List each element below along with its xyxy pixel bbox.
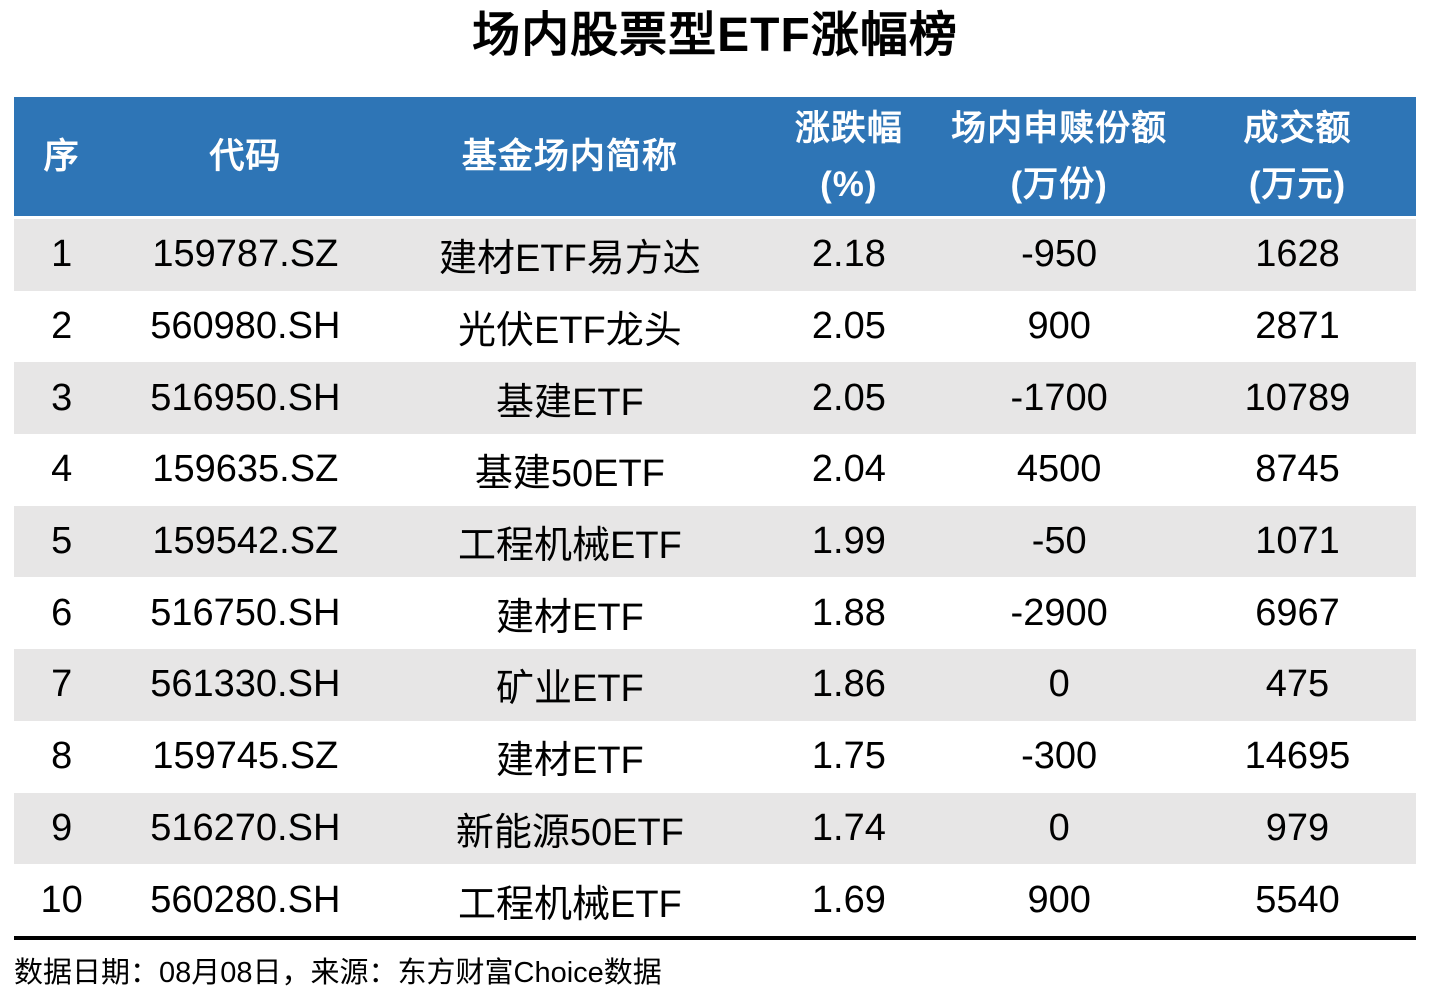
cell-seq: 8 xyxy=(51,735,73,778)
cell-name: 光伏ETF龙头 xyxy=(457,310,682,353)
header-unit-label: (万元) xyxy=(1248,164,1347,204)
cell-turnover: 1071 xyxy=(1255,520,1340,563)
cell-change: 2.05 xyxy=(811,305,886,348)
cell-change: 1.99 xyxy=(811,520,886,563)
cell-seq: 2 xyxy=(51,305,73,348)
cell-code: 560980.SH xyxy=(150,305,341,348)
cell-turnover: 2871 xyxy=(1255,305,1340,348)
header-cell-change: 涨跌幅 (%) xyxy=(758,97,939,216)
cell-seq: 9 xyxy=(51,806,73,849)
cell-turnover: 10789 xyxy=(1244,376,1351,419)
header-unit-label: (万份) xyxy=(1010,164,1108,204)
cell-seq: 1 xyxy=(51,233,73,276)
cell-code: 516750.SH xyxy=(150,591,341,634)
cell-flow: 0 xyxy=(1048,663,1070,706)
header-cell-code: 代码 xyxy=(109,97,381,216)
cell-code: 159787.SZ xyxy=(152,233,339,276)
cell-change: 2.05 xyxy=(811,376,886,419)
header-label: 序 xyxy=(43,136,80,176)
cell-code: 516270.SH xyxy=(150,806,341,849)
header-label: 代码 xyxy=(209,136,282,176)
table-row: 8 159745.SZ 建材ETF 1.75 -300 14695 xyxy=(14,720,1416,793)
table-row: 1 159787.SZ 建材ETF易方达 2.18 -950 1628 xyxy=(14,219,1416,291)
cell-turnover: 1628 xyxy=(1255,233,1340,276)
header-cell-seq: 序 xyxy=(14,97,109,216)
cell-name: 新能源50ETF xyxy=(455,811,684,854)
cell-turnover: 979 xyxy=(1265,806,1330,849)
cell-change: 1.86 xyxy=(811,663,886,706)
cell-code: 159745.SZ xyxy=(152,735,339,778)
cell-turnover: 5540 xyxy=(1255,878,1340,921)
header-cell-turnover: 成交额 (万元) xyxy=(1179,97,1416,216)
table-row: 3 516950.SH 基建ETF 2.05 -1700 10789 xyxy=(14,362,1416,435)
table-row: 7 561330.SH 矿业ETF 1.86 0 475 xyxy=(14,649,1416,721)
cell-seq: 4 xyxy=(51,448,73,491)
cell-flow: 900 xyxy=(1027,305,1091,348)
header-unit-label: (%) xyxy=(820,164,878,204)
cell-name: 建材ETF xyxy=(495,596,644,639)
header-label: 基金场内简称 xyxy=(461,136,678,176)
cell-name: 基建ETF xyxy=(495,381,644,424)
cell-seq: 10 xyxy=(40,878,83,921)
cell-seq: 3 xyxy=(51,376,73,419)
cell-flow: -950 xyxy=(1021,233,1098,276)
data-source-note: 数据日期：08月08日，来源：东方财富Choice数据 xyxy=(14,956,662,989)
cell-name: 矿业ETF xyxy=(495,668,644,711)
table-row: 5 159542.SZ 工程机械ETF 1.99 -50 1071 xyxy=(14,505,1416,578)
cell-code: 560280.SH xyxy=(150,878,341,921)
table-row: 4 159635.SZ 基建50ETF 2.04 4500 8745 xyxy=(14,434,1416,506)
cell-change: 1.88 xyxy=(811,591,886,634)
cell-name: 工程机械ETF xyxy=(457,883,682,926)
cell-turnover: 14695 xyxy=(1244,735,1351,778)
cell-code: 159635.SZ xyxy=(152,448,339,491)
table-header-row: 序 代码 基金场内简称 涨跌幅 (%) 场内申赎份额 (万份) 成交额 (万元) xyxy=(14,97,1416,219)
cell-code: 516950.SH xyxy=(150,376,341,419)
cell-flow: 4500 xyxy=(1016,448,1102,491)
cell-name: 建材ETF易方达 xyxy=(438,238,701,281)
cell-change: 1.75 xyxy=(811,735,886,778)
table-row: 9 516270.SH 新能源50ETF 1.74 0 979 xyxy=(14,792,1416,865)
cell-name: 工程机械ETF xyxy=(457,525,682,568)
cell-seq: 6 xyxy=(51,591,73,634)
table-row: 2 560980.SH 光伏ETF龙头 2.05 900 2871 xyxy=(14,290,1416,363)
etf-table: 序 代码 基金场内简称 涨跌幅 (%) 场内申赎份额 (万份) 成交额 (万元) 1 159787… xyxy=(14,97,1416,991)
cell-seq: 7 xyxy=(51,663,73,706)
cell-flow: 900 xyxy=(1027,878,1091,921)
cell-flow: -1700 xyxy=(1010,376,1108,419)
header-label: 涨跌幅 xyxy=(794,109,903,149)
header-cell-flow: 场内申赎份额 (万份) xyxy=(939,97,1179,216)
cell-code: 159542.SZ xyxy=(152,520,339,563)
cell-code: 561330.SH xyxy=(150,663,341,706)
header-cell-name: 基金场内简称 xyxy=(381,97,758,216)
cell-flow: -2900 xyxy=(1010,591,1108,634)
page-title: 场内股票型ETF涨幅榜 xyxy=(472,9,958,62)
cell-flow: -300 xyxy=(1021,735,1098,778)
table-row: 6 516750.SH 建材ETF 1.88 -2900 6967 xyxy=(14,577,1416,650)
cell-flow: -50 xyxy=(1031,520,1087,563)
cell-name: 基建50ETF xyxy=(474,453,665,496)
cell-flow: 0 xyxy=(1048,806,1070,849)
cell-name: 建材ETF xyxy=(495,740,644,783)
table-bottom-divider xyxy=(14,935,1416,940)
header-label: 场内申赎份额 xyxy=(951,109,1168,149)
cell-turnover: 6967 xyxy=(1255,591,1340,634)
cell-change: 2.04 xyxy=(811,448,886,491)
cell-turnover: 475 xyxy=(1265,663,1330,706)
cell-turnover: 8745 xyxy=(1255,448,1340,491)
cell-change: 1.69 xyxy=(811,878,886,921)
table-body: 1 159787.SZ 建材ETF易方达 2.18 -950 1628 2 560980.SH… xyxy=(14,219,1416,936)
cell-change: 2.18 xyxy=(811,233,886,276)
table-row: 10 560280.SH 工程机械ETF 1.69 900 5540 xyxy=(14,864,1416,936)
header-label: 成交额 xyxy=(1243,109,1352,149)
cell-seq: 5 xyxy=(51,520,73,563)
cell-change: 1.74 xyxy=(811,806,886,849)
